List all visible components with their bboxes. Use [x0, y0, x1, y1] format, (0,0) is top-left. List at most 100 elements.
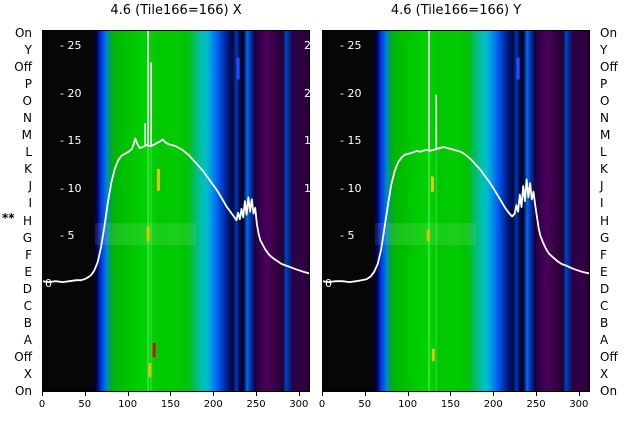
- row-label: I: [600, 196, 604, 211]
- row-label: H: [600, 213, 610, 228]
- x-tick-label: 150: [160, 399, 180, 410]
- y-tick-label: - 5: [60, 229, 75, 243]
- heatmap-pixel-artifact: [431, 348, 435, 362]
- row-label: L: [600, 145, 607, 160]
- x-tick-mark: [42, 392, 43, 396]
- row-label: O: [600, 94, 610, 109]
- y-tick-label: - 25: [60, 39, 82, 53]
- y-tick-label: - 10: [340, 181, 362, 195]
- heatmap-pixel-artifact: [428, 150, 431, 392]
- signal-curve: [322, 146, 590, 284]
- x-tick-label: 200: [483, 399, 503, 410]
- heatmap-pixel-artifact: [152, 343, 156, 358]
- row-label: F: [25, 247, 32, 262]
- row-label: E: [24, 264, 32, 279]
- plot-frame: [322, 30, 590, 392]
- x-tick-mark: [536, 392, 538, 396]
- row-label: On: [14, 383, 32, 398]
- heatmap-background: [42, 30, 310, 392]
- signal-curve: [42, 137, 310, 284]
- row-label: On: [600, 383, 618, 398]
- row-label: Off: [14, 349, 32, 364]
- x-tick-mark: [407, 392, 409, 396]
- row-label: Y: [24, 43, 32, 58]
- heatmap-background: [322, 30, 590, 392]
- selected-row-marker: **: [2, 211, 15, 225]
- row-label: J: [28, 179, 32, 194]
- row-label: M: [600, 128, 611, 143]
- row-label: I: [28, 196, 32, 211]
- x-tick-mark: [170, 392, 172, 396]
- y-axis-outside-label: 10: [304, 181, 318, 195]
- row-label: F: [600, 247, 607, 262]
- plot-canvas: [322, 30, 590, 392]
- x-tick-label: 300: [569, 399, 589, 410]
- y-axis-outside-label: 5: [311, 229, 318, 243]
- y-axis-outside-label: 20: [304, 86, 318, 100]
- heatmap-pixel-artifact: [148, 362, 152, 378]
- row-label: Off: [600, 60, 618, 75]
- row-label: Off: [14, 60, 32, 75]
- heatmap-band-artifact: [95, 223, 197, 246]
- x-tick-mark: [298, 392, 300, 396]
- heatmap-pixel-artifact: [146, 226, 150, 242]
- row-label: O: [22, 94, 32, 109]
- y-tick-label: - 25: [340, 39, 362, 53]
- row-label: H: [22, 213, 32, 228]
- plot-title-y: 4.6 (Tile166=166) Y: [390, 3, 522, 18]
- x-tick-mark: [493, 392, 495, 396]
- row-label: P: [24, 77, 32, 92]
- x-tick-label: 300: [289, 399, 309, 410]
- y-axis-outside-label: 25: [304, 39, 318, 53]
- x-tick-label: 250: [526, 399, 546, 410]
- x-tick-mark: [364, 392, 366, 396]
- y-tick-label: - 15: [60, 134, 82, 148]
- plot-y: - 25 - 20 - 15 - 10 - 5 0 25 20 15 10 5: [304, 30, 590, 392]
- y-tick-label: - 20: [340, 86, 362, 100]
- x-tick-mark: [213, 392, 215, 396]
- row-label: A: [600, 332, 609, 347]
- row-label: B: [23, 315, 32, 330]
- row-label: D: [22, 281, 32, 296]
- heatmap-pixel-artifact: [426, 229, 430, 242]
- plot-x: - 25 - 20 - 15 - 10 - 5 0: [42, 30, 310, 392]
- row-label: N: [23, 111, 32, 126]
- row-label: C: [23, 298, 32, 313]
- y-tick-label: - 5: [340, 229, 355, 243]
- heatmap-pixel-artifact: [430, 176, 434, 192]
- x-tick-label: 250: [246, 399, 266, 410]
- row-label: X: [23, 366, 32, 381]
- row-label: E: [600, 264, 608, 279]
- row-label: D: [600, 281, 610, 296]
- row-label: B: [600, 315, 609, 330]
- row-label: C: [600, 298, 609, 313]
- y-zero-label: 0: [325, 277, 332, 291]
- heatmap-pixel-artifact: [150, 146, 153, 392]
- plot-canvas: [42, 30, 310, 392]
- row-label: L: [25, 145, 32, 160]
- y-axis-outside-label: 15: [304, 134, 318, 148]
- x-tick-label: 100: [118, 399, 138, 410]
- x-tick-mark: [84, 392, 86, 396]
- heatmap-pixel-artifact: [147, 146, 150, 392]
- row-label: P: [600, 77, 608, 92]
- row-label: K: [600, 162, 608, 177]
- row-label: G: [22, 230, 32, 245]
- heatmap-pixel-artifact: [435, 149, 438, 392]
- row-labels-left: On Y Off P O N M L K J I H G F E D C B A Off X On: [0, 26, 34, 398]
- row-label: On: [14, 26, 32, 40]
- y-tick-label: - 20: [60, 86, 82, 100]
- heatmap-pixel-artifact: [516, 57, 520, 80]
- row-label: N: [600, 111, 609, 126]
- plot-frame: [42, 30, 310, 392]
- plot-title-x: 4.6 (Tile166=166) X: [110, 3, 242, 18]
- x-tick-mark: [322, 392, 323, 396]
- x-tick-mark: [127, 392, 129, 396]
- x-tick-label: 0: [38, 399, 46, 410]
- y-tick-label: - 10: [60, 181, 82, 195]
- x-tick-label: 50: [78, 399, 92, 410]
- row-label: On: [600, 26, 618, 40]
- heatmap-band-artifact: [375, 223, 477, 246]
- row-label: G: [600, 230, 610, 245]
